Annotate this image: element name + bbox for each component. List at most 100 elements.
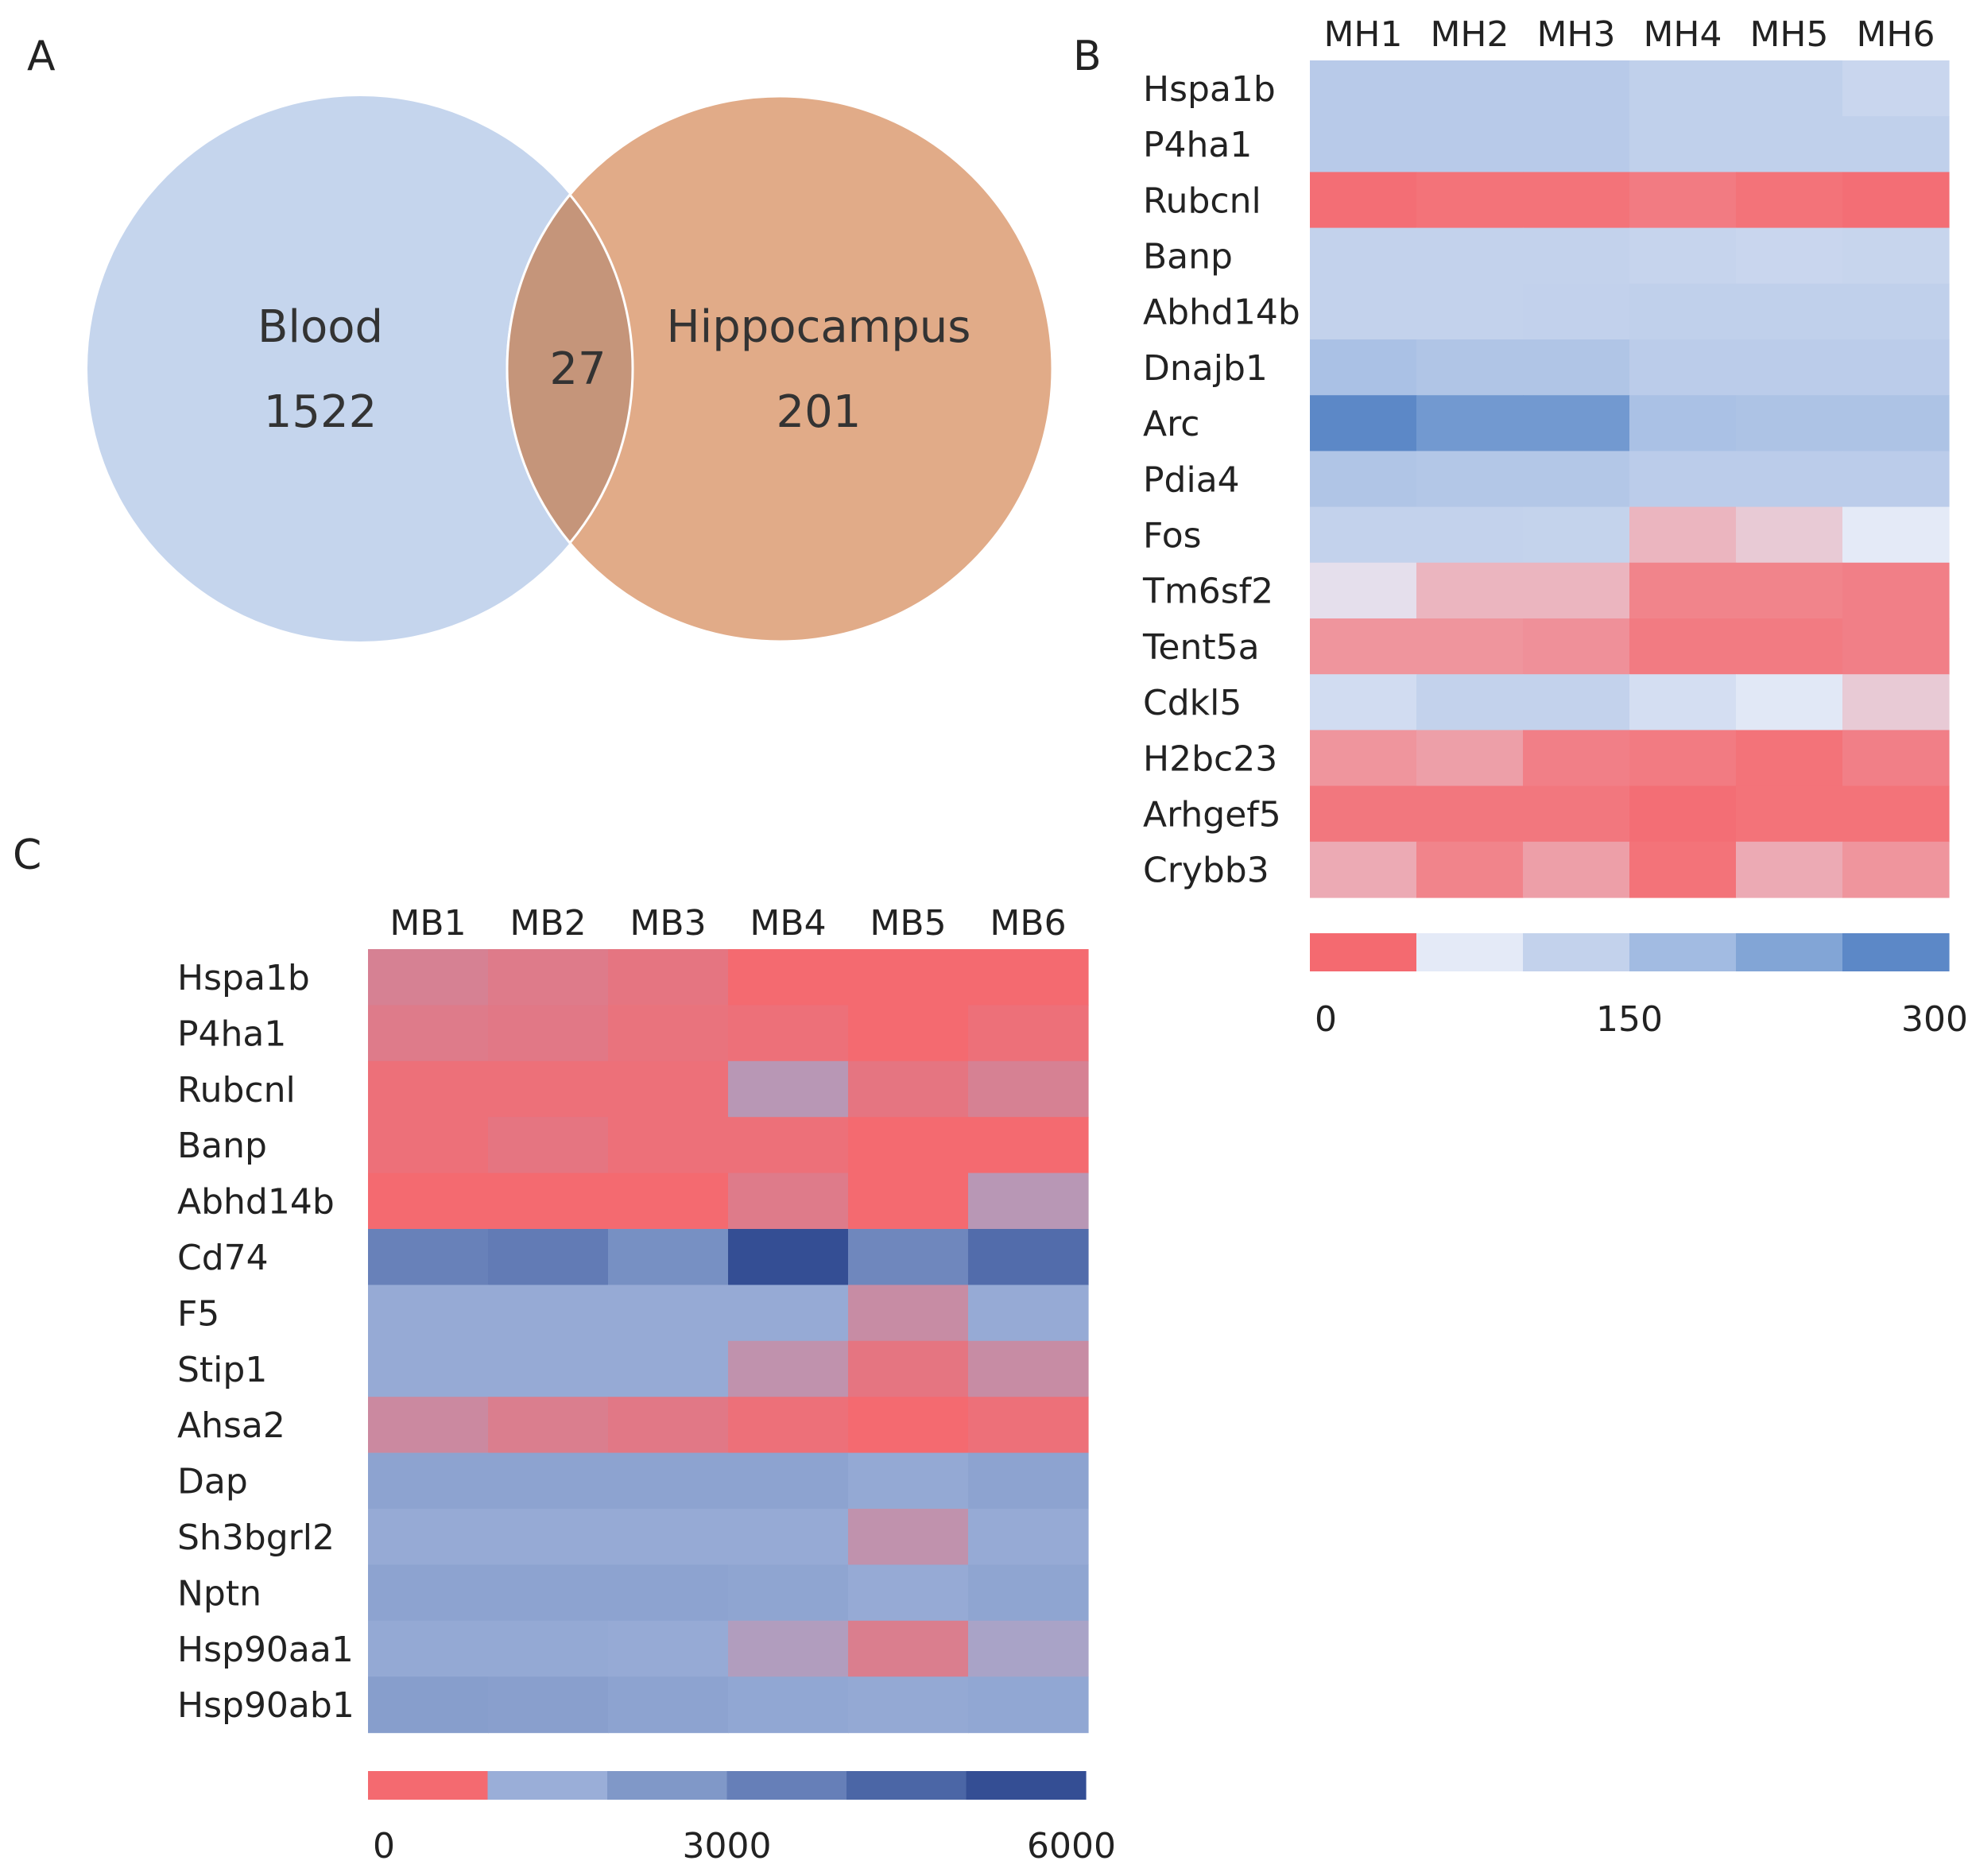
heatmap-cell: [968, 1340, 1089, 1397]
heatmap-cell: [488, 1397, 609, 1454]
column-label: MB5: [870, 903, 946, 944]
heatmap-cell: [1842, 785, 1950, 843]
heatmap-cell: [1842, 60, 1950, 117]
row-label: Hspa1b: [1143, 69, 1276, 110]
heatmap-cell: [1736, 674, 1843, 731]
venn-hippocampus-name: Hippocampus: [667, 301, 971, 353]
heatmap-cell: [368, 1620, 489, 1677]
heatmap-cell: [1736, 339, 1843, 396]
colorbar-swatch: [1416, 933, 1524, 971]
heatmap-cell: [488, 1452, 609, 1510]
heatmap-cell: [1310, 339, 1417, 396]
heatmap-cell: [1842, 562, 1950, 619]
heatmap-cell: [848, 1172, 969, 1230]
heatmap-cell: [848, 1005, 969, 1062]
row-label: Hspa1b: [177, 958, 310, 998]
venn-blood-count: 1522: [264, 386, 378, 438]
heatmap-cell: [1310, 283, 1417, 340]
heatmap-cell: [728, 1620, 849, 1677]
heatmap-cell: [1629, 283, 1737, 340]
heatmap-cell: [368, 1509, 489, 1565]
heatmap-cell: [1416, 339, 1524, 396]
heatmap-cell: [368, 1564, 489, 1622]
heatmap-cell: [848, 1229, 969, 1285]
column-label: MB4: [750, 903, 826, 944]
column-label: MH6: [1856, 14, 1935, 55]
colorbar-swatch: [1736, 933, 1843, 971]
heatmap-cell: [728, 1229, 849, 1285]
heatmap-cell: [728, 1676, 849, 1734]
heatmap-cell: [1416, 618, 1524, 675]
heatmap-cell: [848, 1620, 969, 1677]
venn-intersection-count: 27: [549, 343, 606, 395]
heatmap-cell: [1842, 618, 1950, 675]
row-label: Arhgef5: [1143, 795, 1281, 835]
heatmap-cell: [1523, 730, 1630, 787]
heatmap-cell: [968, 1564, 1089, 1622]
heatmap-cell: [1842, 116, 1950, 172]
heatmap-cell: [1736, 506, 1843, 564]
heatmap-cell: [728, 1509, 849, 1565]
column-label: MB3: [630, 903, 706, 944]
heatmap-cell: [1310, 60, 1417, 117]
heatmap-cell: [1523, 674, 1630, 731]
heatmap-cell: [608, 1285, 729, 1342]
heatmap-cell: [968, 1676, 1089, 1734]
heatmap-cell: [1736, 730, 1843, 787]
heatmap-cell: [1736, 451, 1843, 508]
heatmap-cell: [1629, 674, 1737, 731]
heatmap-cell: [368, 1676, 489, 1734]
heatmap-cell: [1310, 785, 1417, 843]
colorbar-swatch: [1842, 933, 1950, 971]
row-label: Abhd14b: [177, 1182, 335, 1223]
heatmap-cell: [968, 1060, 1089, 1118]
heatmap-cell: [488, 1340, 609, 1397]
heatmap-cell: [1736, 785, 1843, 843]
heatmap-cell: [368, 1229, 489, 1285]
heatmap-cell: [608, 1005, 729, 1062]
row-label: P4ha1: [1143, 125, 1252, 165]
heatmap-cell: [608, 1509, 729, 1565]
heatmap-cell: [1842, 674, 1950, 731]
heatmap-cell: [848, 1564, 969, 1622]
heatmap-cell: [1842, 172, 1950, 229]
heatmap-cell: [848, 1285, 969, 1342]
row-label: Abhd14b: [1143, 293, 1300, 333]
colorbar-swatch: [966, 1771, 1087, 1800]
heatmap-cell: [1416, 451, 1524, 508]
heatmap-cell: [728, 1005, 849, 1062]
heatmap-cell: [608, 1340, 729, 1397]
colorbar-swatch: [1629, 933, 1737, 971]
heatmap-cell: [1310, 841, 1417, 898]
heatmap-cell: [968, 1285, 1089, 1342]
panel-b-label: B: [1073, 33, 1102, 80]
row-label: Tm6sf2: [1142, 572, 1273, 612]
heatmap-cell: [848, 1117, 969, 1174]
heatmap-cell: [1416, 562, 1524, 619]
column-label: MH1: [1323, 14, 1402, 55]
heatmap-cell: [1523, 506, 1630, 564]
venn-intersection: [506, 192, 634, 545]
heatmap-cell: [368, 1117, 489, 1174]
venn-blood-name: Blood: [258, 301, 383, 353]
heatmap-cell: [1736, 283, 1843, 340]
heatmap-cell: [1523, 451, 1630, 508]
heatmap-cell: [728, 1564, 849, 1622]
heatmap-cell: [1416, 172, 1524, 229]
heatmap-cell: [1416, 283, 1524, 340]
heatmap-cell: [1416, 841, 1524, 898]
heatmap-cell: [848, 1340, 969, 1397]
heatmap-cell: [848, 1509, 969, 1565]
heatmap-cell: [1523, 841, 1630, 898]
heatmap-cell: [728, 949, 849, 1006]
colorbar-swatch: [487, 1771, 608, 1800]
row-label: F5: [177, 1293, 219, 1334]
heatmap-cell: [608, 949, 729, 1006]
heatmap-cell: [728, 1172, 849, 1230]
heatmap-cell: [968, 1229, 1089, 1285]
heatmap-c: MB1 MB2 MB3 MB4 MB5 MB6 Hspa1b P4ha1 Rubcnl Banp A…: [177, 903, 1116, 1866]
heatmap-cell: [608, 1117, 729, 1174]
heatmap-cell: [1736, 562, 1843, 619]
heatmap-cell: [1416, 730, 1524, 787]
